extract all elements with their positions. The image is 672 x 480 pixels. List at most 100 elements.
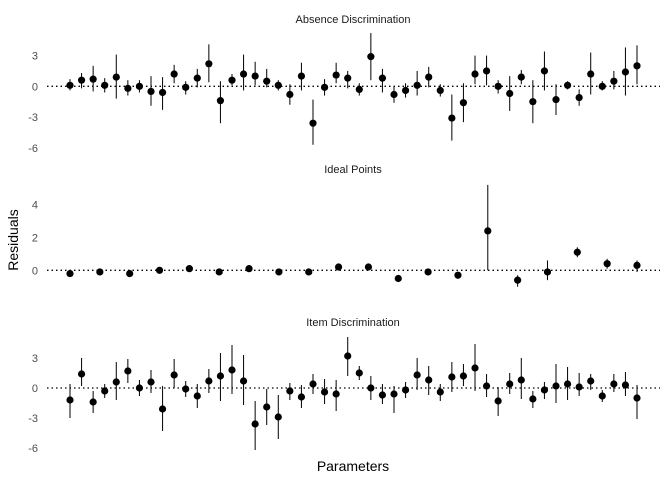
data-point xyxy=(459,99,468,107)
y-tick-label: 0 xyxy=(32,383,38,395)
data-point xyxy=(126,269,134,278)
data-point xyxy=(170,371,178,379)
y-tick-label: 2 xyxy=(32,232,38,244)
data-point xyxy=(66,396,74,404)
data-point xyxy=(228,76,236,84)
data-point xyxy=(413,371,421,379)
x-axis-title: Parameters xyxy=(317,458,389,474)
data-point xyxy=(309,119,317,127)
data-point xyxy=(482,67,491,75)
data-point xyxy=(575,383,583,391)
panel-title: Ideal Points xyxy=(324,164,382,176)
data-point xyxy=(96,268,104,276)
data-point xyxy=(633,394,641,402)
data-point xyxy=(540,67,549,75)
data-point xyxy=(245,265,253,273)
data-point xyxy=(471,70,479,78)
data-point xyxy=(274,413,282,421)
data-point xyxy=(506,380,514,388)
data-point xyxy=(401,86,410,95)
data-point xyxy=(182,83,190,91)
data-point xyxy=(367,384,375,392)
data-point xyxy=(124,367,132,375)
data-point xyxy=(112,73,120,81)
data-point xyxy=(332,71,340,79)
data-point xyxy=(158,88,167,97)
data-point xyxy=(454,271,462,279)
data-point xyxy=(297,393,306,401)
data-point xyxy=(101,387,109,395)
data-point xyxy=(401,386,410,394)
data-point xyxy=(448,114,456,122)
data-point xyxy=(101,81,109,89)
panel-ideal-points: Ideal Points 0 2 4 xyxy=(32,164,660,287)
y-tick-label: 0 xyxy=(32,265,38,277)
data-point xyxy=(633,62,641,70)
data-point xyxy=(494,397,502,405)
data-point xyxy=(529,98,537,106)
y-axis-title: Residuals xyxy=(5,209,21,270)
data-point xyxy=(563,81,572,89)
data-point xyxy=(633,261,641,269)
data-point xyxy=(320,388,329,396)
data-point xyxy=(436,388,444,396)
data-point xyxy=(334,263,343,271)
data-point xyxy=(239,377,248,385)
y-tick-label: -6 xyxy=(28,443,38,455)
data-point xyxy=(378,74,387,82)
data-point xyxy=(390,90,398,99)
data-point xyxy=(573,248,581,256)
data-point xyxy=(563,380,572,388)
data-point xyxy=(552,382,560,390)
data-point xyxy=(484,227,492,235)
data-point xyxy=(344,74,352,82)
data-point xyxy=(367,53,375,61)
data-point xyxy=(77,370,86,378)
data-point xyxy=(448,373,456,381)
data-point xyxy=(344,352,352,360)
data-point xyxy=(216,97,225,105)
data-point xyxy=(66,81,74,89)
data-point xyxy=(89,398,97,406)
data-point xyxy=(205,60,213,68)
y-tick-label: 3 xyxy=(32,51,38,63)
data-point xyxy=(425,73,433,81)
data-point xyxy=(587,377,595,385)
panel-title: Item Discrimination xyxy=(306,317,400,329)
data-point xyxy=(390,390,398,398)
data-point xyxy=(355,85,363,93)
data-point xyxy=(394,274,402,283)
data-point xyxy=(514,276,522,284)
data-point xyxy=(286,387,294,395)
y-tick-label: -3 xyxy=(28,112,38,124)
data-point xyxy=(274,81,282,89)
data-point xyxy=(320,83,329,91)
data-point xyxy=(364,263,373,271)
data-point xyxy=(251,72,259,80)
data-point xyxy=(193,74,201,82)
data-point xyxy=(621,68,630,76)
data-point xyxy=(332,390,340,398)
data-point xyxy=(598,82,606,90)
data-point xyxy=(494,82,502,90)
data-point xyxy=(66,269,74,278)
data-point xyxy=(540,386,549,394)
data-point xyxy=(610,77,618,85)
data-point xyxy=(112,378,120,386)
data-point xyxy=(552,96,560,104)
data-point xyxy=(286,90,294,99)
data-point xyxy=(263,403,271,411)
data-point xyxy=(89,75,97,83)
data-point xyxy=(297,72,306,80)
data-point xyxy=(309,380,317,388)
data-point xyxy=(459,372,468,380)
data-point xyxy=(413,81,421,89)
data-point xyxy=(587,70,595,78)
data-point xyxy=(275,268,283,276)
y-tick-label: -6 xyxy=(28,143,38,155)
y-tick-label: 4 xyxy=(32,200,38,212)
panel-absence-discrimination: Absence Discrimination -6 -3 0 3 xyxy=(28,14,660,155)
data-point xyxy=(482,382,491,390)
data-point xyxy=(170,70,178,78)
